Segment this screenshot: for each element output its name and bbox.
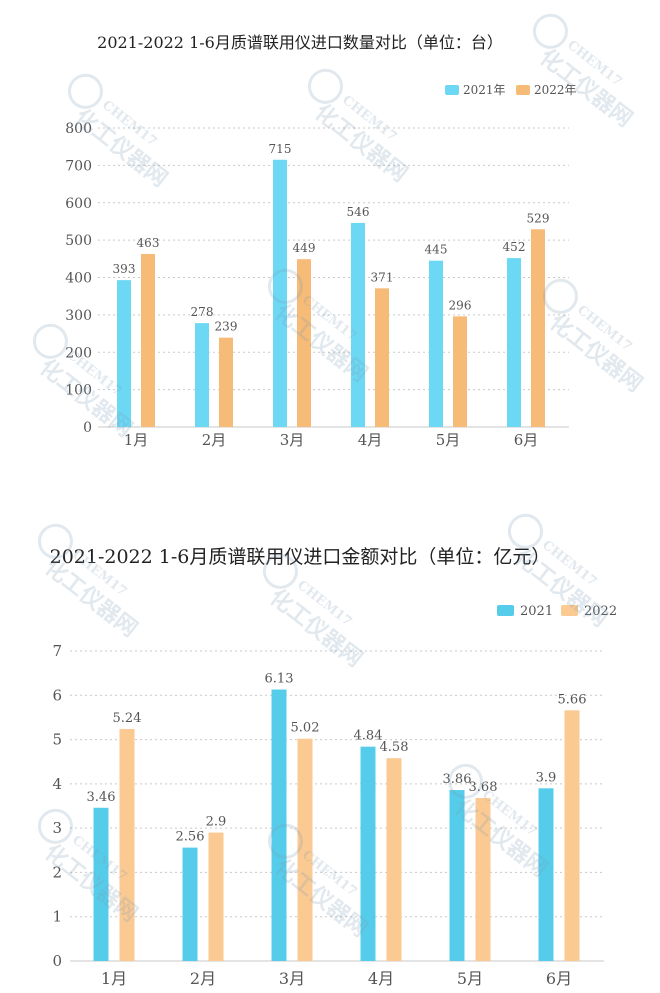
x-tick-label: 3月 [280,431,305,449]
data-label: 5.02 [291,721,320,736]
y-tick-label: 100 [65,383,92,399]
quantity-chart-title: 2021-2022 1-6月质谱联用仪进口数量对比（单位：台） [97,33,503,52]
bar-2022-1月 [119,728,135,961]
legend-label-2021: 2021 [520,604,553,619]
bar-2022-3月 [297,738,313,961]
bar-2021年-6月 [507,258,521,427]
legend-label-2022: 2022 [584,604,617,619]
bar-2021-1月 [93,807,109,961]
y-tick-label: 6 [52,686,62,704]
bar-2022-6月 [564,710,580,961]
y-tick-label: 2 [52,863,62,881]
y-tick-label: 0 [52,952,62,970]
data-label: 6.13 [265,672,294,687]
data-label: 5.66 [558,692,587,707]
y-tick-label: 800 [65,121,92,137]
legend-swatch-2021 [497,605,514,616]
data-label: 239 [215,320,238,334]
data-label: 452 [503,240,526,254]
amount-legend: 2021 2022 [497,604,617,619]
bar-2022年-3月 [297,259,311,427]
data-label: 3.86 [443,772,472,787]
amount-chart-title: 2021-2022 1-6月质谱联用仪进口金额对比（单位：亿元） [50,546,551,568]
bar-2021年-5月 [429,260,443,427]
bar-2022-2月 [208,832,224,961]
data-label: 546 [347,205,370,219]
data-label: 3.9 [536,770,557,785]
y-tick-label: 3 [52,819,62,837]
bar-2022-4月 [386,758,402,961]
data-label: 463 [137,236,160,250]
y-tick-label: 5 [52,731,62,749]
data-label: 715 [269,142,292,156]
data-label: 393 [113,262,136,276]
y-tick-label: 300 [65,308,92,324]
x-tick-label: 6月 [546,969,572,988]
bar-2021-3月 [271,689,287,961]
x-tick-label: 1月 [101,969,127,988]
legend-swatch-2022 [561,605,578,616]
legend-label-2022: 2022年 [534,83,577,97]
legend-label-2021: 2021年 [463,83,506,97]
data-label: 296 [449,298,472,312]
y-tick-label: 200 [65,345,92,361]
quantity-chart-svg: 2021-2022 1-6月质谱联用仪进口数量对比（单位：台） 2021年 20… [65,33,577,449]
x-tick-label: 2月 [190,969,216,988]
data-label: 529 [527,211,550,225]
x-tick-label: 5月 [436,431,461,449]
bar-2022年-5月 [453,316,467,427]
data-label: 4.84 [354,729,383,744]
y-tick-label: 600 [65,196,92,212]
bar-2021-6月 [538,788,554,961]
data-label: 449 [293,241,316,255]
import-amount-chart: 2021-2022 1-6月质谱联用仪进口金额对比（单位：亿元） 2021 20… [0,525,660,993]
bar-2021-2月 [182,847,198,961]
y-tick-label: 700 [65,158,92,174]
data-label: 371 [371,270,394,284]
x-tick-label: 5月 [457,969,483,988]
x-tick-label: 2月 [202,431,227,449]
x-tick-label: 4月 [358,431,383,449]
data-label: 278 [191,305,214,319]
data-label: 2.56 [176,830,205,845]
bar-2021年-2月 [195,323,209,427]
amount-chart-svg: 2021-2022 1-6月质谱联用仪进口金额对比（单位：亿元） 2021 20… [50,546,617,988]
x-tick-label: 1月 [124,431,149,449]
legend-swatch-2022 [516,85,530,95]
bar-2022年-2月 [219,337,233,427]
y-tick-label: 7 [52,642,62,660]
bar-2022年-1月 [141,253,155,427]
legend-swatch-2021 [445,85,459,95]
x-tick-label: 6月 [514,431,539,449]
bar-2021-4月 [360,746,376,961]
bar-2021年-4月 [351,222,365,427]
import-quantity-chart: 2021-2022 1-6月质谱联用仪进口数量对比（单位：台） 2021年 20… [0,0,660,470]
y-tick-label: 1 [52,908,62,926]
x-tick-label: 3月 [279,969,305,988]
data-label: 3.46 [87,790,116,805]
y-tick-label: 0 [83,420,92,436]
data-label: 4.58 [380,740,409,755]
bar-2021-5月 [449,790,465,961]
x-tick-label: 4月 [368,969,394,988]
y-tick-label: 4 [52,775,62,793]
bar-2022年-4月 [375,288,389,427]
data-label: 2.9 [206,815,227,830]
quantity-legend: 2021年 2022年 [445,83,577,97]
data-label: 445 [425,243,448,257]
data-label: 3.68 [469,780,498,795]
y-tick-label: 400 [65,271,92,287]
bar-2021年-3月 [273,159,287,428]
bar-2021年-1月 [117,280,131,427]
y-tick-label: 500 [65,233,92,249]
bar-2022年-6月 [531,229,545,427]
data-label: 5.24 [113,711,142,726]
bar-2022-5月 [475,798,491,961]
